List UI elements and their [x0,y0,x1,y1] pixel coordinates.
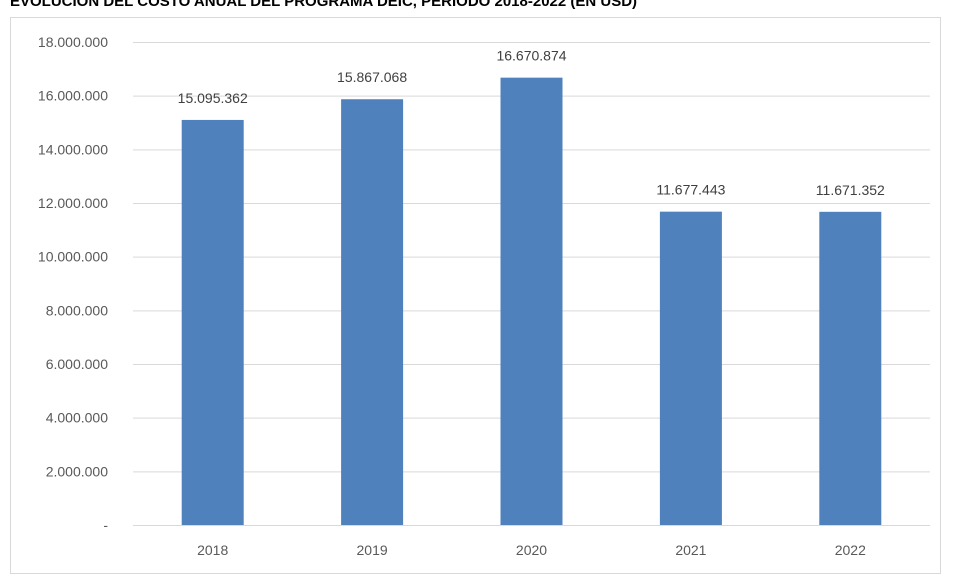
y-tick-label: 2.000.000 [46,463,108,479]
y-tick-label: 6.000.000 [46,356,108,372]
y-axis-labels: - 2.000.000 4.000.000 6.000.000 8.000.000 10.… [38,34,108,533]
chart-frame [10,17,941,574]
data-label-2021: 11.677.443 [656,182,725,198]
data-labels: 15.095.362 15.867.068 16.670.874 11.677.443… [178,48,885,198]
data-label-2019: 15.867.068 [337,69,407,85]
y-tick-label: - [103,517,108,533]
data-label-2020: 16.670.874 [496,48,566,64]
y-tick-label: 16.000.000 [38,88,108,104]
y-tick-label: 18.000.000 [38,34,108,50]
y-tick-label: 10.000.000 [38,249,108,265]
x-axis-labels: 2018 2019 2020 2021 2022 [197,542,866,558]
bar-series [181,77,882,526]
y-tick-label: 14.000.000 [38,141,108,157]
x-tick-label: 2021 [675,542,706,558]
x-tick-label: 2019 [357,542,388,558]
y-tick-label: 8.000.000 [46,302,108,318]
x-tick-label: 2018 [197,542,228,558]
data-label-2018: 15.095.362 [178,90,248,106]
bar-2021 [659,211,722,525]
x-tick-label: 2022 [835,542,866,558]
bar-2019 [341,99,404,525]
bar-2022 [819,211,882,525]
y-tick-label: 4.000.000 [46,410,108,426]
y-tick-label: 12.000.000 [38,195,108,211]
data-label-2022: 11.671.352 [816,182,885,198]
chart-title: EVOLUCIÓN DEL COSTO ANUAL DEL PROGRAMA D… [10,0,638,10]
x-tick-label: 2020 [516,542,547,558]
bar-2018 [181,119,244,526]
bar-2020 [500,77,563,525]
